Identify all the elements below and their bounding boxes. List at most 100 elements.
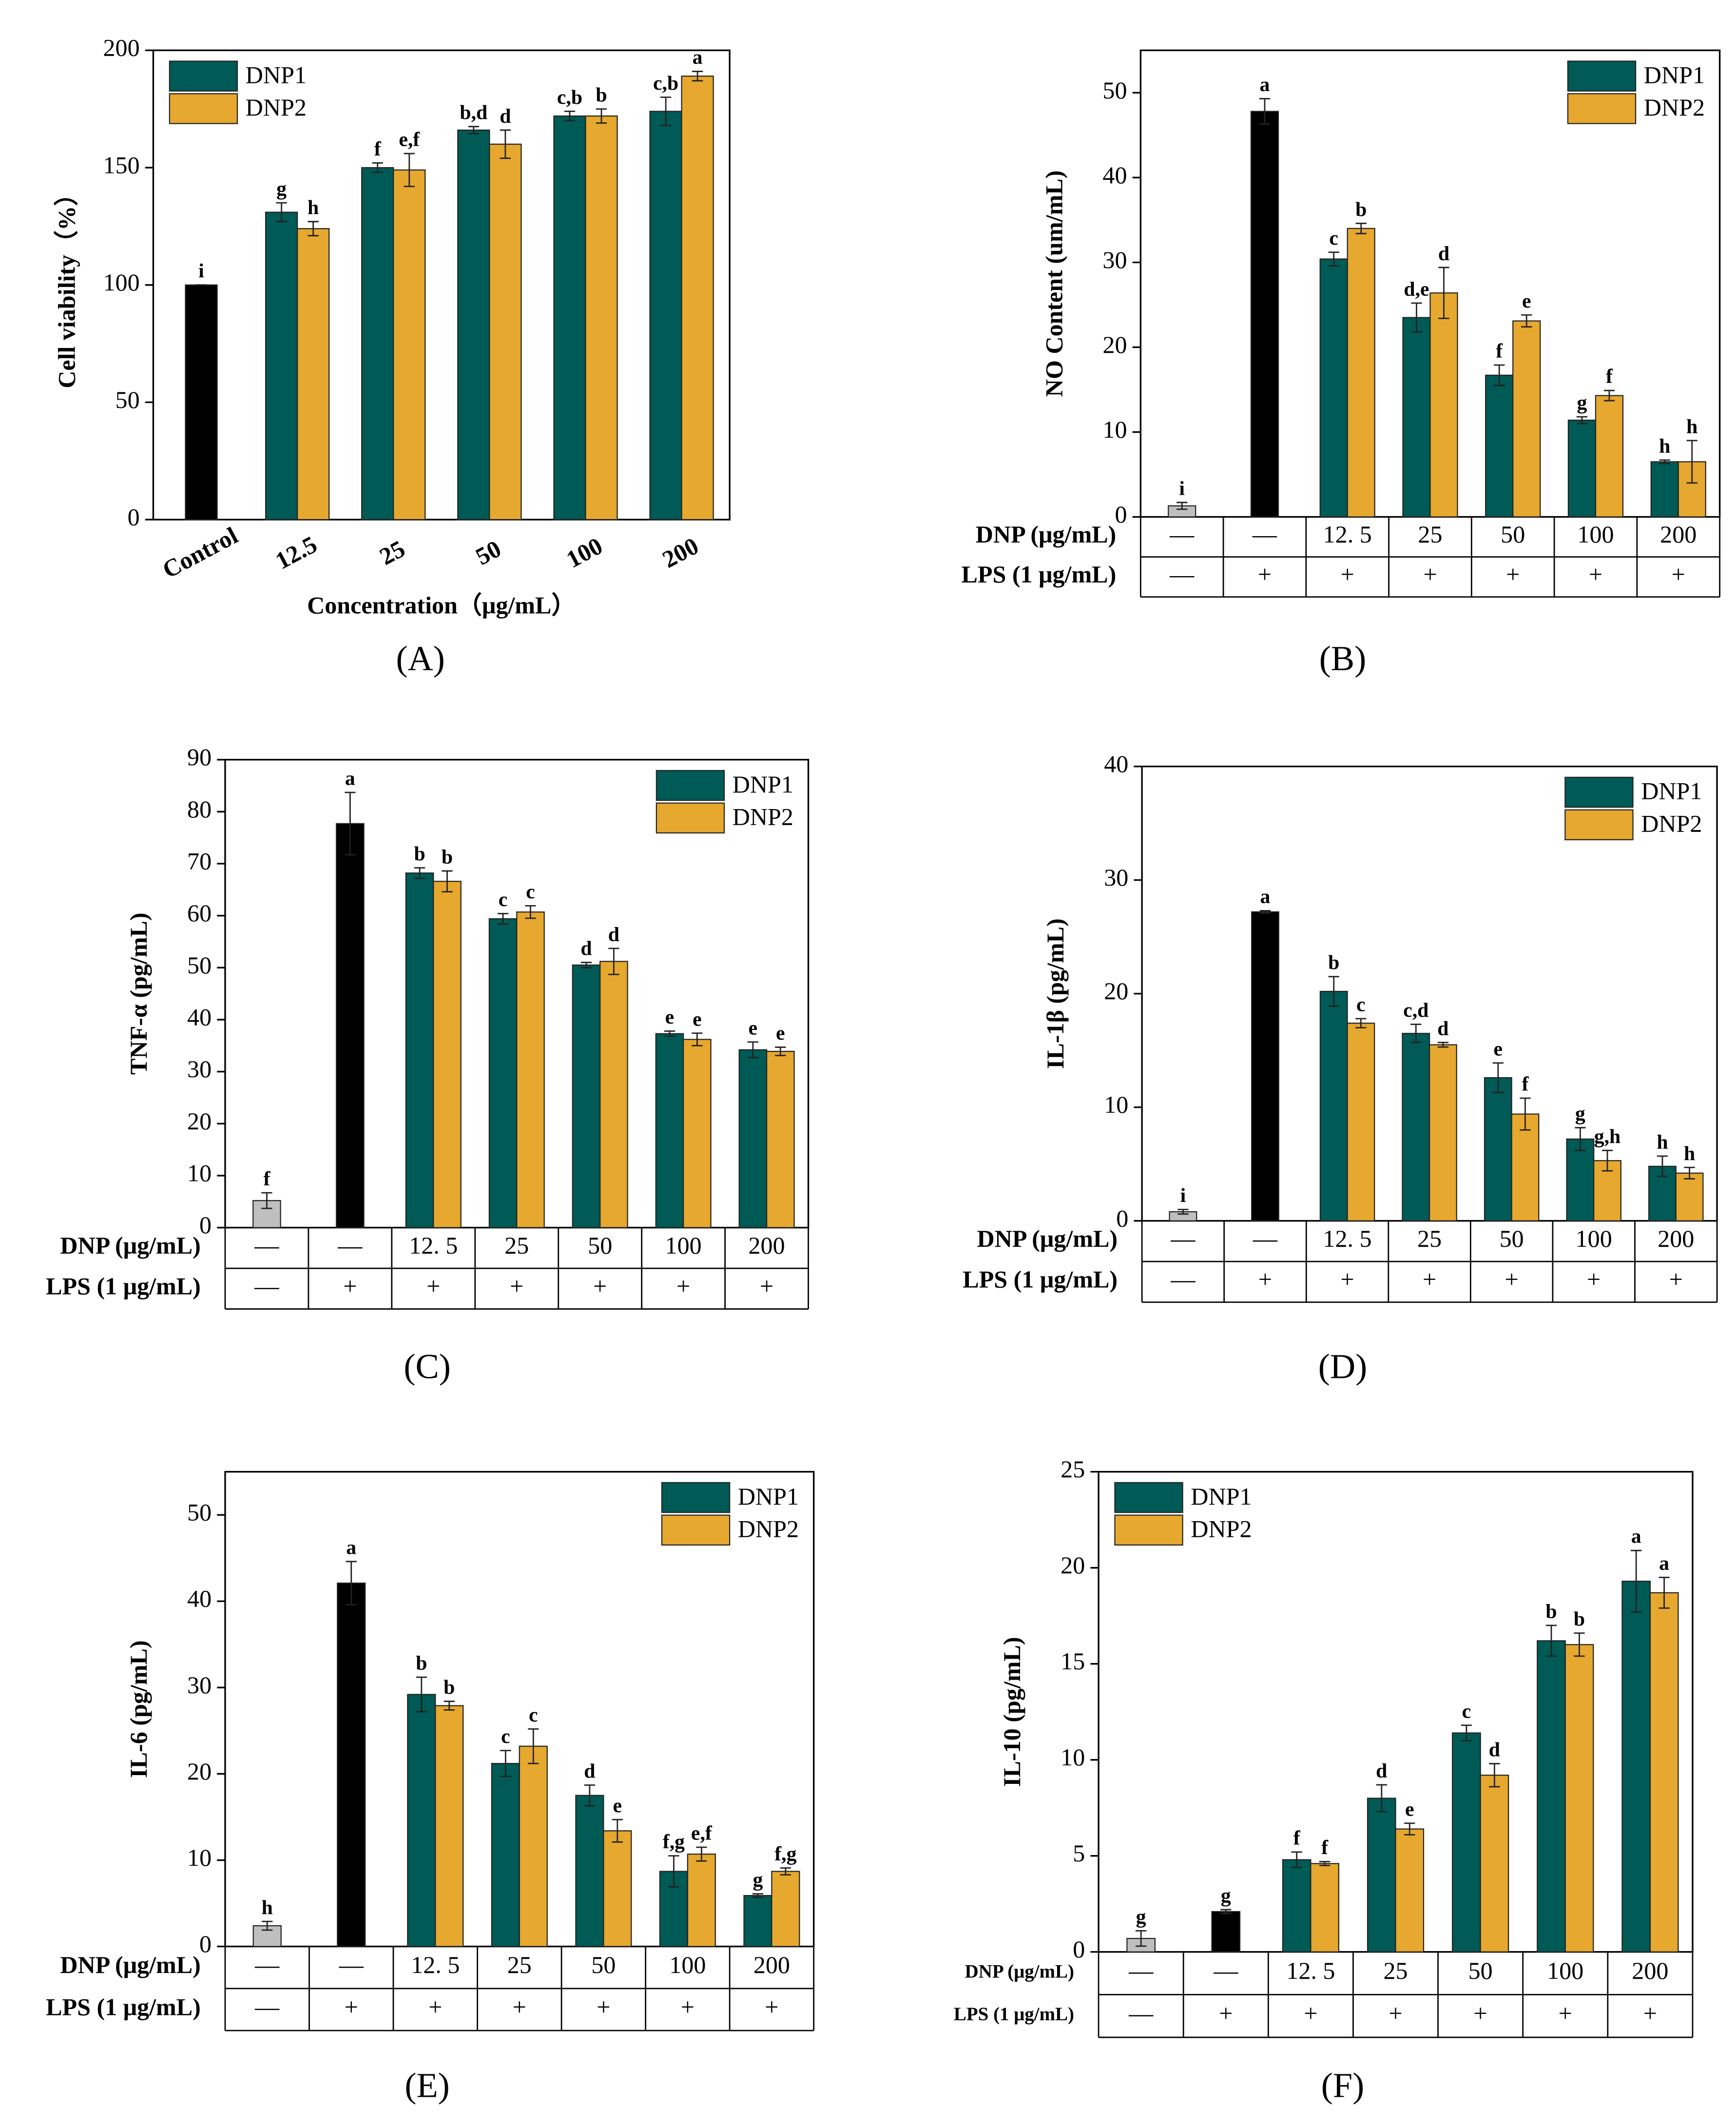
bar bbox=[491, 1763, 520, 1947]
legend-label: DNP1 bbox=[1641, 777, 1702, 805]
significance-label: d bbox=[1489, 1739, 1500, 1761]
y-tick-label: 10 bbox=[1102, 416, 1127, 443]
significance-label: a bbox=[1260, 74, 1270, 96]
bar bbox=[1251, 911, 1279, 1221]
legend-label: DNP1 bbox=[1191, 1483, 1252, 1510]
bar bbox=[297, 228, 330, 521]
table-cell: 50 bbox=[1468, 1957, 1493, 1984]
bar bbox=[1347, 228, 1375, 518]
significance-label: e bbox=[693, 1008, 702, 1030]
y-tick-label: 30 bbox=[1102, 246, 1127, 273]
table-row-label: LPS (1 μg/mL) bbox=[46, 1993, 201, 2021]
significance-label: f bbox=[263, 1168, 270, 1190]
table-row-label: LPS (1 μg/mL) bbox=[954, 2004, 1074, 2025]
significance-label: c bbox=[1462, 1700, 1471, 1722]
legend-label: DNP2 bbox=[733, 803, 793, 831]
significance-label: b bbox=[1545, 1600, 1557, 1623]
table-cell: + bbox=[597, 1993, 610, 2021]
significance-label: e bbox=[1494, 1038, 1503, 1060]
y-tick-label: 20 bbox=[1061, 1551, 1085, 1579]
bar bbox=[1452, 1732, 1481, 1953]
x-tick-label: 100 bbox=[562, 532, 607, 573]
bar bbox=[1567, 419, 1597, 518]
table-cell: 25 bbox=[1418, 521, 1442, 548]
significance-label: i bbox=[198, 260, 204, 282]
table-cell: + bbox=[1506, 561, 1520, 588]
significance-label: a bbox=[1631, 1526, 1641, 1548]
table-cell: + bbox=[1643, 2000, 1657, 2027]
y-tick-label: 40 bbox=[187, 1004, 212, 1031]
y-tick-label: 50 bbox=[187, 951, 212, 979]
bar bbox=[771, 1871, 800, 1947]
significance-label: a bbox=[693, 46, 703, 69]
table-cell: — bbox=[1128, 2000, 1154, 2027]
significance-label: e bbox=[613, 1795, 622, 1817]
table-cell: — bbox=[1252, 521, 1277, 548]
y-tick-label: 70 bbox=[187, 847, 212, 874]
significance-label: e bbox=[665, 1006, 675, 1028]
table-cell: — bbox=[1253, 1225, 1278, 1252]
table-cell: + bbox=[676, 1272, 690, 1299]
significance-label: i bbox=[1180, 1184, 1186, 1207]
significance-label: f bbox=[1496, 340, 1503, 363]
significance-label: c,d bbox=[1403, 999, 1428, 1022]
significance-label: a bbox=[1260, 886, 1271, 908]
significance-label: g,h bbox=[1594, 1125, 1621, 1148]
legend-swatch bbox=[656, 770, 725, 801]
table-cell: + bbox=[1589, 561, 1602, 588]
bar bbox=[683, 1039, 712, 1228]
significance-label: c bbox=[499, 889, 508, 911]
table-cell: 100 bbox=[1547, 1957, 1583, 1984]
bar bbox=[1282, 1859, 1312, 1953]
y-tick-label: 30 bbox=[187, 1671, 212, 1699]
table-cell: — bbox=[1170, 1266, 1196, 1293]
bar bbox=[743, 1895, 772, 1947]
legend-label: DNP2 bbox=[246, 94, 307, 121]
bar bbox=[649, 111, 682, 521]
bar bbox=[1310, 1863, 1339, 1953]
table-cell: 200 bbox=[1658, 1225, 1694, 1252]
y-axis-label: Cell viability（%） bbox=[53, 182, 80, 388]
significance-label: d bbox=[500, 105, 511, 127]
legend-swatch bbox=[1114, 1482, 1183, 1513]
legend-label: DNP2 bbox=[1644, 94, 1705, 121]
y-tick-label: 60 bbox=[187, 899, 212, 927]
bar bbox=[1428, 1044, 1457, 1221]
significance-label: e bbox=[749, 1017, 758, 1039]
significance-label: g bbox=[1221, 1885, 1231, 1907]
significance-label: d bbox=[584, 1760, 595, 1782]
significance-label: d bbox=[608, 923, 619, 946]
y-tick-label: 20 bbox=[1104, 977, 1128, 1005]
table-cell: + bbox=[1341, 561, 1354, 588]
significance-label: a bbox=[346, 1536, 356, 1559]
y-tick-label: 0 bbox=[199, 1930, 212, 1957]
bar bbox=[681, 76, 714, 521]
table-cell: + bbox=[765, 1993, 778, 2021]
table-cell: + bbox=[1258, 1266, 1272, 1293]
table-cell: + bbox=[1340, 1266, 1354, 1293]
y-axis-label: IL-6 (pg/mL) bbox=[125, 1640, 152, 1778]
bar bbox=[599, 961, 628, 1228]
y-tick-label: 10 bbox=[1104, 1091, 1128, 1118]
panel-label: (D) bbox=[1318, 1347, 1367, 1386]
legend-swatch bbox=[1564, 776, 1634, 808]
table-cell: 50 bbox=[588, 1232, 612, 1259]
plot-frame bbox=[152, 49, 731, 521]
significance-label: f,g bbox=[663, 1831, 685, 1853]
bar bbox=[457, 129, 490, 521]
significance-label: b bbox=[596, 84, 607, 106]
bar bbox=[766, 1050, 795, 1228]
x-tick-label: 200 bbox=[658, 532, 703, 573]
table-cell: — bbox=[337, 1232, 363, 1259]
bar bbox=[435, 1705, 464, 1947]
y-tick-label: 15 bbox=[1061, 1647, 1085, 1675]
table-cell: + bbox=[1219, 2000, 1233, 2027]
y-tick-label: 10 bbox=[1061, 1743, 1085, 1771]
y-tick-label: 80 bbox=[187, 795, 212, 823]
legend-swatch bbox=[1567, 60, 1637, 92]
y-tick-label: 5 bbox=[1073, 1839, 1085, 1867]
legend-label: DNP1 bbox=[733, 771, 793, 798]
table-cell: + bbox=[760, 1272, 773, 1299]
table-cell: 200 bbox=[749, 1232, 785, 1259]
bar bbox=[1511, 1113, 1540, 1221]
